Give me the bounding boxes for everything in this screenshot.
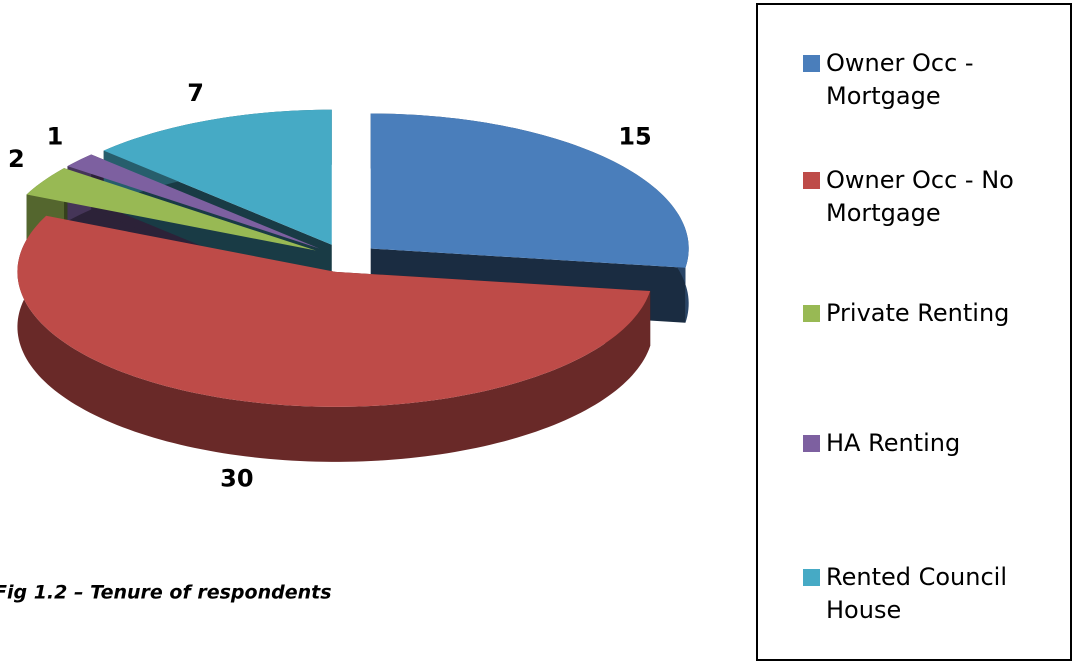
slice [17, 215, 651, 407]
legend-box [756, 3, 1072, 661]
caption: Fig 1.2 – Tenure of respondents [0, 582, 332, 604]
legend-label: Owner Occ - Mortgage [826, 49, 981, 110]
legend-label: Rented Council House [826, 563, 1015, 624]
slice-side [17, 215, 651, 462]
data-label: 1 [47, 122, 64, 150]
data-label: 7 [187, 79, 204, 107]
legend-label: Owner Occ - No Mortgage [826, 166, 1021, 227]
slice [370, 113, 689, 268]
slice [26, 168, 316, 251]
legend-swatch [803, 55, 820, 72]
data-label: 15 [618, 122, 651, 150]
legend-swatch [803, 305, 820, 322]
legend-swatch [803, 172, 820, 189]
pie [17, 109, 689, 407]
slice [67, 154, 320, 249]
legend-swatch [803, 435, 820, 452]
slice [103, 109, 332, 245]
legend-label: Private Renting [826, 299, 1009, 327]
data-label: 2 [8, 145, 25, 173]
data-label: 30 [220, 464, 253, 492]
legend-swatch [803, 569, 820, 586]
legend-label: HA Renting [826, 429, 960, 457]
